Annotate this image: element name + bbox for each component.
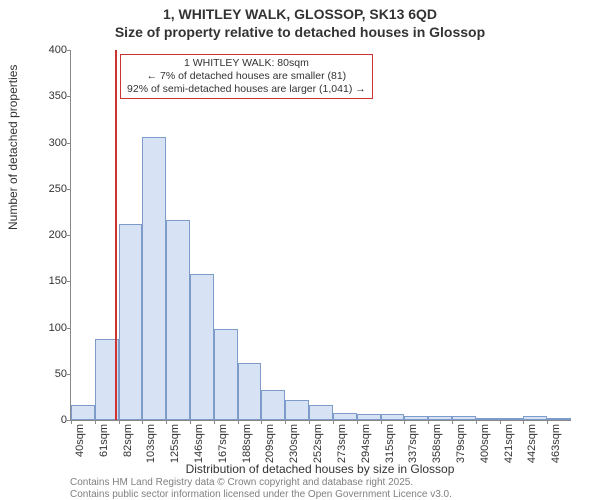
x-tick-mark [357,420,358,424]
x-tick-mark [500,420,501,424]
y-tick-label: 250 [27,183,67,195]
callout-line: ← 7% of detached houses are smaller (81) [127,70,366,83]
x-tick-mark [71,420,72,424]
x-tick-mark [428,420,429,424]
histogram-bar [71,405,95,420]
histogram-bar [166,220,190,420]
y-axis-label: Number of detached properties [6,65,20,230]
histogram-bar [357,414,381,420]
chart-container: { "title": { "line1": "1, WHITLEY WALK, … [0,0,600,500]
x-tick-label: 252sqm [312,424,324,463]
histogram-bar [190,274,214,420]
x-tick-label: 61sqm [98,424,110,457]
x-tick-mark [404,420,405,424]
property-callout: 1 WHITLEY WALK: 80sqm← 7% of detached ho… [120,54,373,99]
y-tick-mark [67,50,71,51]
y-tick-mark [67,281,71,282]
y-tick-label: 350 [27,90,67,102]
x-tick-mark [166,420,167,424]
y-tick-label: 300 [27,137,67,149]
y-tick-label: 400 [27,44,67,56]
x-tick-label: 82sqm [122,424,134,457]
histogram-bar [119,224,143,420]
footer-line-1: Contains HM Land Registry data © Crown c… [70,477,452,489]
x-tick-mark [547,420,548,424]
y-tick-label: 200 [27,229,67,241]
histogram-bar [238,363,262,420]
x-tick-mark [142,420,143,424]
x-tick-label: 273sqm [336,424,348,463]
y-tick-label: 150 [27,275,67,287]
x-tick-label: 315sqm [384,424,396,463]
x-tick-mark [214,420,215,424]
x-tick-label: 294sqm [360,424,372,463]
footer-line-2: Contains public sector information licen… [70,489,452,500]
plot-area: 05010015020025030035040040sqm61sqm82sqm1… [70,50,571,421]
x-tick-mark [238,420,239,424]
x-tick-label: 421sqm [503,424,515,463]
x-tick-mark [476,420,477,424]
histogram-bar [476,418,500,420]
histogram-bar [309,405,333,420]
histogram-bar [142,137,166,420]
x-tick-label: 463sqm [550,424,562,463]
chart-title-block: 1, WHITLEY WALK, GLOSSOP, SK13 6QD Size … [0,0,600,41]
x-tick-label: 442sqm [526,424,538,463]
x-tick-mark [261,420,262,424]
x-tick-label: 209sqm [264,424,276,463]
y-tick-label: 50 [27,368,67,380]
histogram-bar [523,416,547,420]
y-tick-mark [67,143,71,144]
x-tick-mark [119,420,120,424]
histogram-bar [381,414,405,420]
x-tick-label: 167sqm [217,424,229,463]
x-tick-label: 146sqm [193,424,205,463]
y-tick-mark [67,96,71,97]
histogram-bar [261,390,285,420]
y-tick-mark [67,189,71,190]
x-tick-mark [452,420,453,424]
x-tick-label: 125sqm [169,424,181,463]
y-tick-mark [67,374,71,375]
callout-line: 1 WHITLEY WALK: 80sqm [127,57,366,70]
histogram-bar [214,329,238,420]
x-tick-mark [381,420,382,424]
x-tick-label: 358sqm [431,424,443,463]
y-tick-label: 100 [27,322,67,334]
x-tick-label: 337sqm [407,424,419,463]
x-tick-mark [523,420,524,424]
x-tick-label: 188sqm [241,424,253,463]
x-tick-label: 40sqm [74,424,86,457]
attribution-footer: Contains HM Land Registry data © Crown c… [70,477,452,500]
histogram-bar [500,418,524,420]
x-tick-label: 400sqm [479,424,491,463]
histogram-bar [428,416,452,420]
x-axis-label: Distribution of detached houses by size … [70,462,570,476]
callout-line: 92% of semi-detached houses are larger (… [127,83,366,96]
property-marker-line [115,50,117,420]
x-tick-label: 379sqm [455,424,467,463]
x-tick-mark [95,420,96,424]
histogram-bar [452,416,476,420]
y-tick-label: 0 [27,414,67,426]
x-tick-mark [309,420,310,424]
y-tick-mark [67,235,71,236]
histogram-bar [333,413,357,420]
x-tick-label: 230sqm [288,424,300,463]
y-tick-mark [67,328,71,329]
histogram-bar [547,418,571,420]
x-tick-mark [333,420,334,424]
chart-title-line2: Size of property relative to detached ho… [0,24,600,42]
x-tick-mark [285,420,286,424]
chart-title-line1: 1, WHITLEY WALK, GLOSSOP, SK13 6QD [0,6,600,24]
histogram-bar [285,400,309,420]
x-tick-label: 103sqm [145,424,157,463]
histogram-bar [404,416,428,420]
x-tick-mark [190,420,191,424]
